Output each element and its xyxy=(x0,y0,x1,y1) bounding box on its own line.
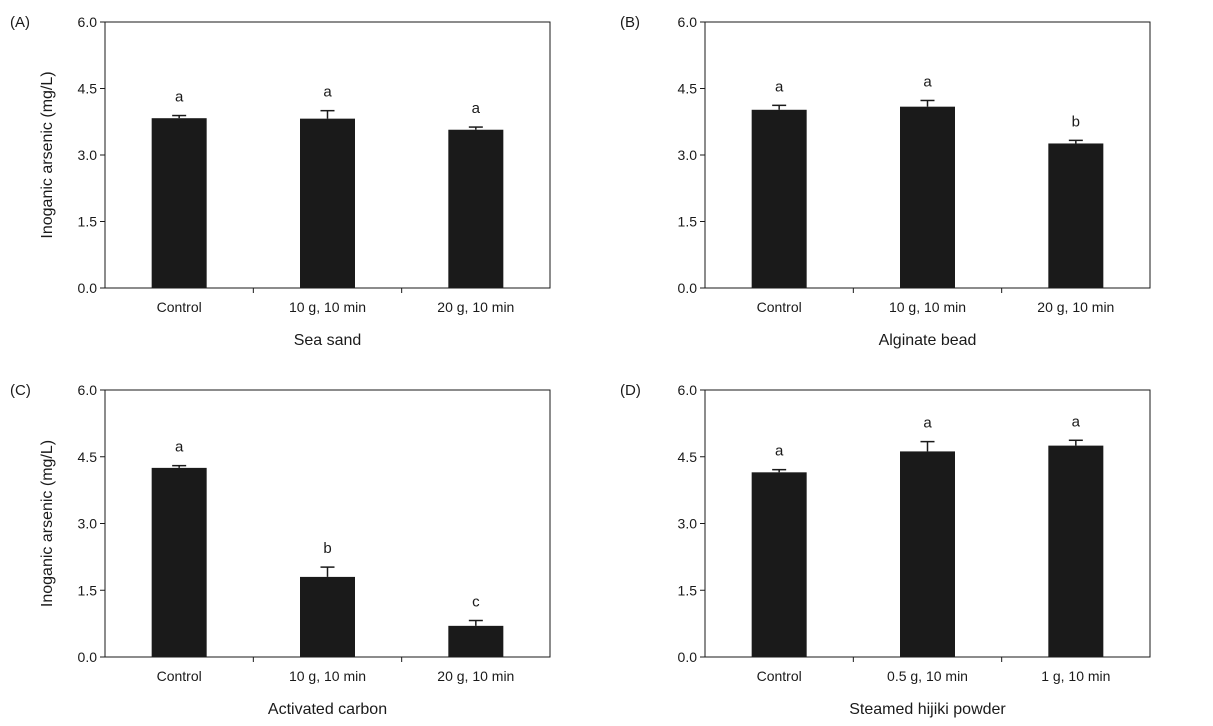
significance-label: a xyxy=(323,84,332,101)
y-tick-label: 1.5 xyxy=(678,582,698,598)
significance-label: a xyxy=(175,439,184,456)
bar xyxy=(448,129,504,288)
x-tick-label: Control xyxy=(157,668,202,684)
significance-label: b xyxy=(1072,113,1080,130)
significance-label: a xyxy=(923,73,932,90)
error-bar xyxy=(468,619,483,626)
significance-label: b xyxy=(323,540,331,557)
bar xyxy=(151,467,207,657)
significance-label: c xyxy=(472,594,480,611)
error-bar xyxy=(172,114,187,119)
y-tick-label: 1.5 xyxy=(78,214,98,230)
x-axis-label: Steamed hijiki powder xyxy=(849,701,1006,718)
significance-label: a xyxy=(775,443,784,460)
panel-label: (D) xyxy=(620,382,641,399)
y-tick-label: 4.5 xyxy=(678,81,698,97)
bar xyxy=(1048,445,1104,657)
bar xyxy=(448,625,504,657)
panel-label: (C) xyxy=(10,382,31,399)
y-tick-label: 6.0 xyxy=(78,14,98,30)
y-tick-label: 4.5 xyxy=(678,449,698,465)
error-bar xyxy=(1068,139,1083,144)
error-bar xyxy=(772,468,787,473)
x-tick-label: 0.5 g, 10 min xyxy=(887,668,968,684)
bar xyxy=(300,118,355,288)
chart-panel: (C) 0.0 1.5 3.0 4.5 6.0 a Control b 10 g, 10 min c… xyxy=(10,382,551,718)
x-tick-label: 20 g, 10 min xyxy=(437,299,514,315)
x-tick-label: 10 g, 10 min xyxy=(889,299,966,315)
error-bar xyxy=(320,566,335,577)
significance-label: a xyxy=(1072,413,1081,430)
panel-label: (A) xyxy=(10,14,30,31)
y-tick-label: 0.0 xyxy=(678,280,698,296)
y-tick-label: 4.5 xyxy=(78,81,98,97)
panel-label: (B) xyxy=(620,14,640,31)
x-tick-label: Control xyxy=(757,299,802,315)
x-axis-label: Activated carbon xyxy=(268,701,387,718)
y-tick-label: 6.0 xyxy=(678,14,698,30)
error-bar xyxy=(1068,439,1083,446)
bar xyxy=(1048,143,1104,288)
y-tick-label: 1.5 xyxy=(678,214,698,230)
y-tick-label: 3.0 xyxy=(78,147,98,163)
bar xyxy=(300,576,355,657)
significance-label: a xyxy=(472,100,481,117)
x-tick-label: 10 g, 10 min xyxy=(289,299,366,315)
error-bar xyxy=(172,464,187,468)
y-tick-label: 6.0 xyxy=(78,382,98,398)
x-tick-label: 10 g, 10 min xyxy=(289,668,366,684)
error-bar xyxy=(920,99,935,107)
chart-panel: (B) 0.0 1.5 3.0 4.5 6.0 a Control a 10 g, 10 min b… xyxy=(620,14,1151,349)
x-axis-label: Alginate bead xyxy=(879,332,977,349)
error-bar xyxy=(468,126,483,130)
y-tick-label: 0.0 xyxy=(678,649,698,665)
x-tick-label: 20 g, 10 min xyxy=(437,668,514,684)
x-tick-label: Control xyxy=(757,668,802,684)
significance-label: a xyxy=(775,78,784,95)
y-tick-label: 6.0 xyxy=(678,382,698,398)
y-tick-label: 3.0 xyxy=(678,147,698,163)
y-axis-label: Inoganic arsenic (mg/L) xyxy=(39,71,56,238)
bar xyxy=(900,106,955,288)
error-bar xyxy=(772,104,787,110)
y-tick-label: 3.0 xyxy=(78,516,98,532)
bar xyxy=(900,451,955,657)
bar xyxy=(151,118,207,288)
bar xyxy=(751,472,807,657)
chart-panel: (A) 0.0 1.5 3.0 4.5 6.0 a Control a 10 g, 10 min a… xyxy=(10,14,551,349)
error-bar xyxy=(920,440,935,452)
x-tick-label: 20 g, 10 min xyxy=(1037,299,1114,315)
y-tick-label: 0.0 xyxy=(78,280,98,296)
y-tick-label: 1.5 xyxy=(78,582,98,598)
y-tick-label: 0.0 xyxy=(78,649,98,665)
chart-panel: (D) 0.0 1.5 3.0 4.5 6.0 a Control a 0.5 g, 10 min… xyxy=(620,382,1151,718)
y-tick-label: 4.5 xyxy=(78,449,98,465)
y-tick-label: 3.0 xyxy=(678,516,698,532)
significance-label: a xyxy=(923,415,932,432)
significance-label: a xyxy=(175,89,184,106)
error-bar xyxy=(320,109,335,119)
x-tick-label: Control xyxy=(157,299,202,315)
y-axis-label: Inoganic arsenic (mg/L) xyxy=(39,440,56,607)
x-axis-label: Sea sand xyxy=(294,332,362,349)
x-tick-label: 1 g, 10 min xyxy=(1041,668,1110,684)
bar xyxy=(751,109,807,288)
